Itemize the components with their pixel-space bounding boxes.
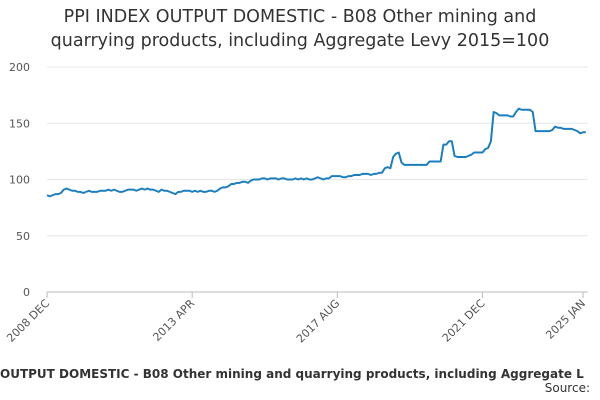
- y-tick-label: 200: [9, 61, 30, 74]
- y-tick-label: 100: [9, 174, 30, 187]
- source-label: Source:: [545, 381, 590, 395]
- y-tick-label: 150: [9, 117, 30, 130]
- chart-title-line: quarrying products, including Aggregate …: [51, 31, 550, 51]
- x-tick-label: 2013 APR: [150, 297, 197, 344]
- y-tick-label: 0: [23, 286, 30, 299]
- chart-title-line: PPI INDEX OUTPUT DOMESTIC - B08 Other mi…: [64, 7, 537, 27]
- data-line: [46, 107, 586, 198]
- y-tick-label: 50: [16, 230, 30, 243]
- x-tick-label: 2017 AUG: [294, 297, 343, 346]
- x-tick-label: 2008 DEC: [4, 297, 52, 345]
- x-tick-label: 2021 DEC: [440, 297, 488, 345]
- footer-title: OUTPUT DOMESTIC - B08 Other mining and q…: [0, 367, 584, 381]
- x-tick-label: 2025 JAN: [543, 297, 588, 342]
